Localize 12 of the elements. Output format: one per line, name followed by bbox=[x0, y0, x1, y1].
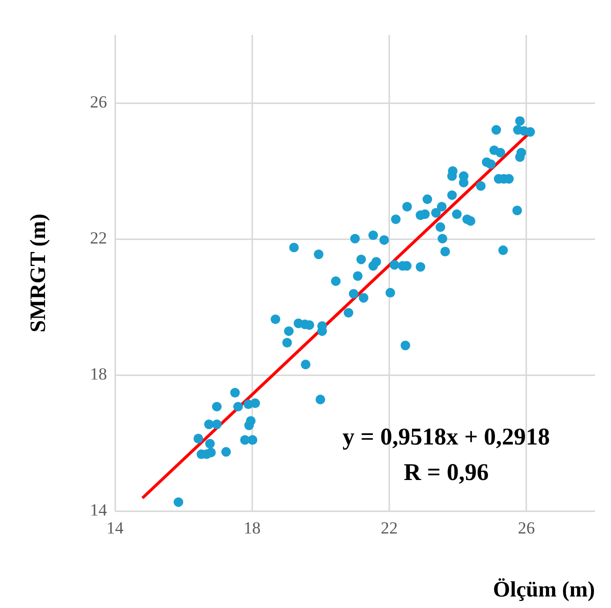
y-tick-label: 26 bbox=[90, 92, 107, 112]
y-tick-label: 14 bbox=[90, 500, 108, 520]
x-tick-label: 18 bbox=[244, 518, 261, 538]
x-tick-label: 14 bbox=[106, 518, 124, 538]
y-tick-label: 22 bbox=[90, 228, 107, 248]
x-tick-label: 26 bbox=[518, 518, 535, 538]
x-axis-title: Ölçüm (m) bbox=[492, 576, 595, 602]
y-axis-title: SMRGT (m) bbox=[24, 214, 50, 332]
y-tick-label: 18 bbox=[90, 364, 107, 384]
annotation: y = 0,9518x + 0,2918 bbox=[342, 424, 550, 450]
x-tick-label: 22 bbox=[380, 518, 398, 538]
annotation: R = 0,96 bbox=[404, 460, 489, 486]
